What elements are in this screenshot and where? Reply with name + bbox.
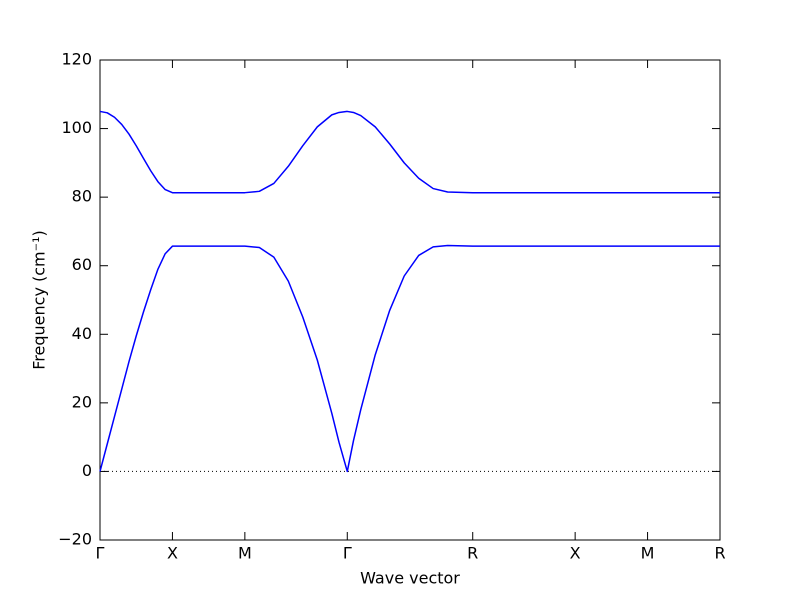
y-tick-label: 100: [61, 118, 92, 137]
y-tick-label: 0: [82, 461, 92, 480]
band-line: [99, 110, 720, 194]
plot-frame: [99, 59, 721, 541]
y-tick-label: 120: [61, 50, 92, 69]
y-tick-label: 40: [72, 324, 92, 343]
y-tick-label: 60: [72, 255, 92, 274]
x-axis-label: Wave vector: [360, 569, 460, 588]
x-tick-label: X: [167, 544, 178, 563]
x-tick-label: Γ: [96, 544, 105, 563]
x-tick-label: R: [467, 544, 478, 563]
y-tick-label: −20: [58, 530, 92, 549]
y-tick-label: 80: [72, 187, 92, 206]
x-tick-label: M: [641, 544, 655, 563]
x-tick-label: X: [570, 544, 581, 563]
x-tick-label: Γ: [343, 544, 352, 563]
y-tick-label: 20: [72, 392, 92, 411]
x-tick-label: M: [238, 544, 252, 563]
y-axis-label: Frequency (cm⁻¹): [30, 230, 49, 369]
band-line: [99, 244, 720, 473]
x-tick-label: R: [714, 544, 725, 563]
